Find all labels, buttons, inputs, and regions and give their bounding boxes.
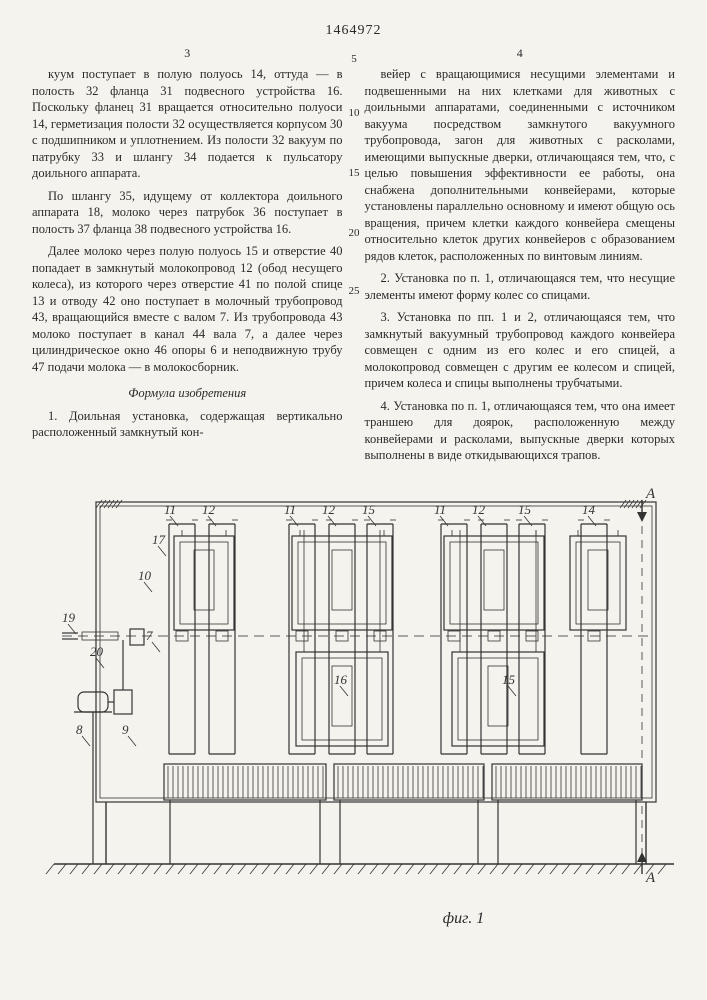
svg-text:19: 19 (62, 610, 76, 625)
left-column: 3 куум поступает в полую полуось 14, отт… (32, 46, 343, 469)
svg-text:15: 15 (502, 672, 516, 687)
line-number: 5 (344, 52, 364, 67)
figure-1: A A 11 12 11 12 15 11 12 15 14 17 10 7 19 20 8 9 16 15 фиг.… (32, 484, 675, 929)
svg-text:14: 14 (582, 502, 596, 517)
svg-text:15: 15 (362, 502, 376, 517)
line-numbers: 5 10 15 20 25 (344, 48, 364, 348)
svg-text:20: 20 (90, 644, 104, 659)
svg-text:11: 11 (434, 502, 446, 517)
line-number: 10 (344, 106, 364, 121)
paragraph: 4. Установка по п. 1, отличающаяся тем, … (365, 398, 676, 464)
svg-text:A: A (645, 870, 656, 886)
svg-text:16: 16 (334, 672, 348, 687)
paragraph: Далее молоко через полую полуось 15 и от… (32, 243, 343, 375)
page-number-left: 3 (32, 46, 343, 62)
figure-label: фиг. 1 (32, 908, 675, 929)
svg-text:12: 12 (472, 502, 486, 517)
svg-text:A: A (645, 486, 656, 502)
svg-text:9: 9 (122, 722, 129, 737)
svg-text:11: 11 (164, 502, 176, 517)
svg-text:7: 7 (146, 628, 153, 643)
svg-text:12: 12 (202, 502, 216, 517)
svg-text:15: 15 (518, 502, 532, 517)
diagram-svg: A A 11 12 11 12 15 11 12 15 14 17 10 7 19 20 8 9 16 15 (34, 484, 674, 904)
line-number: 25 (344, 284, 364, 299)
paragraph: 3. Установка по пп. 1 и 2, отличающаяся … (365, 309, 676, 392)
svg-text:8: 8 (76, 722, 83, 737)
paragraph: вейер с вращающимися несущими элементами… (365, 66, 676, 264)
line-number: 15 (344, 166, 364, 181)
patent-number: 1464972 (32, 22, 675, 40)
paragraph: 2. Установка по п. 1, отличающаяся тем, … (365, 270, 676, 303)
svg-text:12: 12 (322, 502, 336, 517)
svg-text:10: 10 (138, 568, 152, 583)
page-number-right: 4 (365, 46, 676, 62)
right-column: 4 вейер с вращающимися несущими элемента… (365, 46, 676, 469)
svg-text:11: 11 (284, 502, 296, 517)
line-number: 20 (344, 226, 364, 241)
page: 1464972 5 10 15 20 25 3 куум поступает в… (0, 0, 707, 1000)
svg-text:17: 17 (152, 532, 166, 547)
claim: 1. Доильная установка, содержащая вертик… (32, 408, 343, 441)
formula-title: Формула изобретения (32, 385, 343, 402)
paragraph: куум поступает в полую полуось 14, оттуд… (32, 66, 343, 182)
paragraph: По шлангу 35, идущему от коллектора доил… (32, 188, 343, 238)
